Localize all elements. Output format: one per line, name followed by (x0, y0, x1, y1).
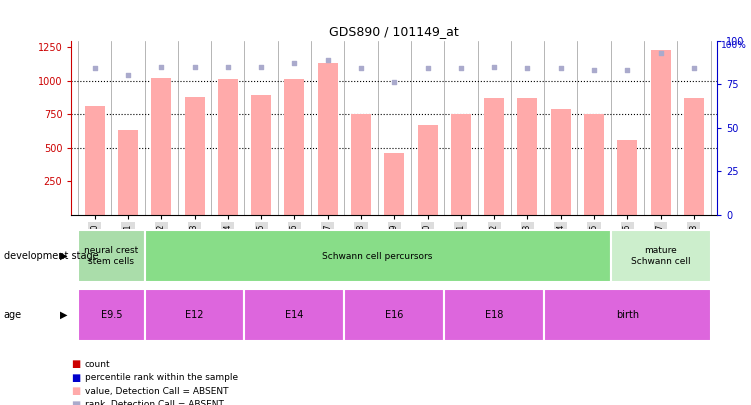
Bar (78, 230, 145, 282)
Bar (550, 109, 571, 215)
Text: E9.5: E9.5 (101, 310, 122, 320)
Point (189, 64, 201, 70)
Text: birth: birth (616, 310, 639, 320)
Point (155, 64, 167, 70)
Title: GDS890 / 101149_at: GDS890 / 101149_at (330, 25, 459, 38)
Bar (385, 153, 404, 215)
Point (421, 65, 433, 72)
Bar (151, 78, 171, 215)
Bar (145, 230, 611, 282)
Bar (611, 230, 710, 282)
Bar (318, 63, 338, 215)
Point (89, 65, 101, 72)
Bar (617, 140, 638, 215)
Bar (517, 98, 538, 215)
Text: ■: ■ (71, 373, 80, 383)
Text: mature
Schwann cell: mature Schwann cell (631, 247, 690, 266)
Text: Schwann cell percursors: Schwann cell percursors (322, 252, 433, 261)
Text: E12: E12 (185, 310, 204, 320)
Point (321, 56, 333, 63)
Bar (684, 98, 704, 215)
Point (688, 65, 700, 72)
Text: value, Detection Call = ABSENT: value, Detection Call = ABSENT (85, 387, 228, 396)
Text: development stage: development stage (4, 251, 98, 261)
Bar (418, 125, 438, 215)
Bar (544, 289, 710, 341)
Bar (345, 289, 444, 341)
Point (122, 72, 134, 79)
Point (588, 67, 600, 73)
Point (355, 65, 367, 72)
Point (521, 65, 533, 72)
Text: ▶: ▶ (60, 310, 68, 320)
Bar (584, 114, 604, 215)
Bar (118, 130, 138, 215)
Point (222, 64, 234, 70)
Bar (451, 114, 471, 215)
Point (288, 60, 300, 66)
Text: E14: E14 (285, 310, 303, 320)
Bar (85, 106, 104, 215)
Bar (218, 79, 238, 215)
Point (388, 79, 400, 85)
Bar (444, 289, 544, 341)
Bar (185, 97, 204, 215)
Bar (245, 289, 345, 341)
Text: ■: ■ (71, 360, 80, 369)
Text: percentile rank within the sample: percentile rank within the sample (85, 373, 238, 382)
Text: ■: ■ (71, 400, 80, 405)
Point (255, 64, 267, 70)
Point (555, 65, 567, 72)
Text: age: age (4, 310, 22, 320)
Text: neural crest
stem cells: neural crest stem cells (84, 247, 138, 266)
Bar (484, 98, 504, 215)
Text: 100%: 100% (721, 40, 746, 49)
Bar (78, 289, 145, 341)
Bar (145, 289, 245, 341)
Text: rank, Detection Call = ABSENT: rank, Detection Call = ABSENT (85, 400, 224, 405)
Point (621, 67, 633, 73)
Bar (650, 50, 671, 215)
Bar (285, 79, 304, 215)
Text: ■: ■ (71, 386, 80, 396)
Point (655, 49, 667, 56)
Text: ▶: ▶ (60, 251, 68, 261)
Point (488, 64, 500, 70)
Text: count: count (85, 360, 110, 369)
Bar (251, 96, 271, 215)
Point (455, 65, 467, 72)
Bar (351, 114, 371, 215)
Text: E18: E18 (485, 310, 503, 320)
Text: E16: E16 (385, 310, 403, 320)
